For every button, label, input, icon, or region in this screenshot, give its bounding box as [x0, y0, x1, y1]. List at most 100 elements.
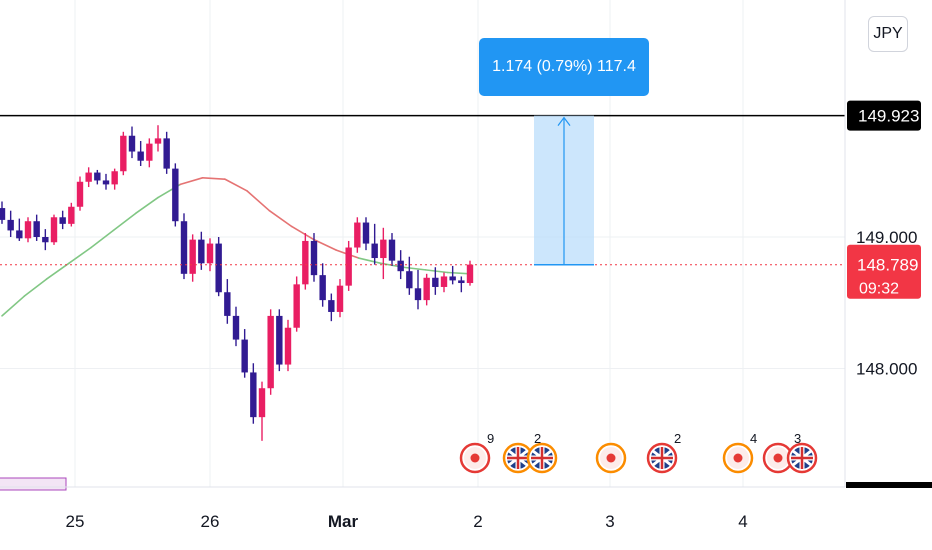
candle-body [206, 243, 214, 264]
x-tick-label: 3 [605, 512, 614, 531]
event-dot [606, 453, 616, 463]
candle-body [328, 300, 335, 312]
candle-body [189, 239, 196, 274]
ma-segment [357, 257, 382, 265]
event-marker[interactable]: 2 [502, 431, 558, 474]
event-count: 4 [750, 431, 757, 446]
candle-body [458, 280, 465, 284]
candle-body [128, 135, 136, 152]
candle-body [397, 260, 404, 272]
candle-body [276, 315, 283, 365]
ma-segment [68, 246, 92, 265]
candle-body [120, 135, 127, 172]
event-count: 2 [534, 431, 541, 446]
y-tick-label: 149.000 [856, 228, 917, 247]
candle-body [50, 217, 58, 243]
candle-body [68, 206, 75, 224]
ma-segment [134, 196, 159, 215]
candle-body [310, 240, 318, 276]
candle-body [302, 240, 309, 285]
event-marker[interactable]: 3 [762, 431, 818, 474]
candle-body [76, 181, 84, 207]
price-labels: 149.923 148.789 09:32 [847, 100, 921, 299]
event-marker[interactable]: 4 [722, 431, 757, 474]
event-marker[interactable]: 2 [646, 431, 681, 474]
candle-body [293, 284, 300, 328]
axes: 25 26 Mar 2 3 4 149.000 148.000 [0, 0, 917, 531]
y-tick-label: 148.000 [856, 360, 917, 379]
candle-body [414, 288, 422, 301]
economic-events[interactable]: 9 2 2 4 3 [459, 431, 818, 474]
grid [0, 0, 845, 487]
candle-body [354, 222, 361, 248]
overlays [0, 114, 932, 491]
candle-body [7, 219, 14, 231]
candle-body [362, 222, 370, 244]
candle-body [0, 208, 6, 220]
ma-segment [246, 190, 271, 212]
x-tick-label: 2 [473, 512, 482, 531]
candle-body [319, 275, 326, 301]
candle-body [224, 292, 231, 316]
currency-button[interactable]: JPY [868, 16, 908, 52]
x-tick-label: 26 [201, 512, 220, 531]
candle-body [423, 277, 430, 301]
event-dot [773, 453, 783, 463]
ma-segment [90, 229, 115, 249]
candle-body [198, 239, 205, 264]
last-price-label: 148.789 [857, 256, 918, 275]
candle-body [388, 239, 396, 261]
measure-arrow-head [557, 116, 571, 126]
candle-body [146, 143, 153, 161]
ma-segment [424, 269, 449, 274]
event-dot [470, 453, 480, 463]
ma-segment [1, 295, 26, 317]
ma-segment [446, 271, 471, 275]
candle-body [345, 247, 352, 286]
candle-body [371, 243, 378, 259]
candle-body [466, 264, 474, 284]
candle-body [250, 372, 257, 418]
event-count: 3 [794, 431, 801, 446]
axis-marker [846, 482, 932, 488]
x-tick-label: Mar [328, 512, 359, 531]
candle-body [241, 339, 248, 373]
candle-body [380, 239, 387, 259]
last-price-label-bg [847, 244, 921, 299]
ma-segment [179, 177, 204, 186]
ma-segment [290, 225, 315, 241]
candle-body [449, 276, 456, 281]
candle-body [406, 271, 413, 289]
x-tick-label: 4 [738, 512, 747, 531]
candle-body [440, 276, 448, 287]
event-marker[interactable] [595, 442, 627, 474]
candle-body [24, 221, 32, 239]
candles [0, 125, 474, 441]
countdown-label: 09:32 [859, 281, 899, 298]
event-count: 2 [674, 431, 681, 446]
horizontal-line-price-label: 149.923 [858, 107, 919, 126]
candle-body [215, 243, 222, 293]
moving-average-line [1, 177, 471, 317]
candle-body [432, 277, 439, 287]
session-box [0, 477, 67, 491]
ma-segment [201, 177, 226, 180]
candle-body [172, 168, 179, 222]
candle-body [102, 180, 110, 185]
ma-segment [313, 238, 338, 251]
ma-segment [268, 209, 293, 228]
event-count: 9 [487, 431, 494, 446]
candle-body [232, 315, 240, 340]
ma-segment [402, 266, 427, 271]
candle-body [336, 285, 344, 312]
candle-body [163, 138, 170, 169]
ma-segment [45, 262, 70, 280]
candle-body [284, 327, 292, 365]
candle-body [154, 138, 162, 144]
ma-segment [224, 178, 248, 192]
horizontal-line-price-label-bg [847, 100, 921, 131]
event-marker[interactable]: 9 [459, 431, 494, 474]
x-tick-label: 25 [66, 512, 85, 531]
candle-body [42, 237, 49, 243]
